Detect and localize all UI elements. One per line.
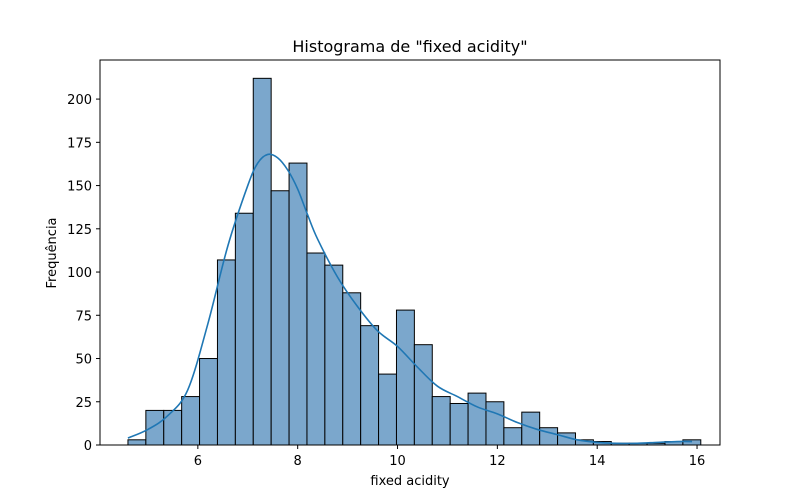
y-tick-label: 200 — [67, 93, 92, 108]
y-axis-ticks: 0 25 50 75 100 125 150 175 200 — [67, 93, 100, 454]
histogram-bar — [127, 439, 147, 446]
x-axis-ticks: 6 8 10 12 14 16 — [194, 445, 706, 469]
x-tick-label: 6 — [194, 454, 202, 469]
histogram-bar — [145, 409, 165, 446]
y-tick-label: 25 — [75, 396, 92, 411]
histogram-bar — [485, 401, 505, 446]
histogram-bar — [216, 259, 236, 446]
histogram-bar — [360, 325, 380, 446]
x-tick-label: 12 — [489, 454, 506, 469]
histogram-bar — [395, 309, 415, 446]
y-axis-title: Frequência — [45, 217, 60, 288]
histogram-bar — [324, 264, 344, 446]
chart-title: Histograma de "fixed acidity" — [292, 37, 527, 56]
y-tick-label: 175 — [67, 136, 92, 151]
x-tick-label: 10 — [389, 454, 406, 469]
y-tick-label: 0 — [84, 439, 92, 454]
histogram-bar — [234, 212, 254, 446]
x-tick-label: 14 — [589, 454, 606, 469]
y-tick-label: 100 — [67, 266, 92, 281]
bars-group — [127, 77, 702, 446]
histogram-bar — [378, 373, 397, 446]
histogram-bar — [449, 402, 469, 446]
y-tick-label: 50 — [75, 353, 92, 368]
y-tick-label: 75 — [75, 309, 92, 324]
x-tick-label: 16 — [689, 454, 706, 469]
histogram-bar — [270, 190, 290, 446]
x-axis-title: fixed acidity — [370, 474, 450, 489]
y-tick-label: 150 — [67, 180, 92, 195]
plot-area-frame — [99, 59, 721, 446]
histogram-bar — [199, 358, 218, 446]
histogram-bar — [413, 344, 433, 446]
histogram-bar — [682, 439, 702, 446]
histogram-bar — [431, 396, 451, 446]
histogram-bar — [503, 427, 523, 446]
histogram-bar — [163, 409, 183, 446]
x-tick-label: 8 — [294, 454, 302, 469]
histogram-bar — [306, 252, 326, 446]
histogram-bar — [467, 392, 487, 446]
y-tick-label: 125 — [67, 223, 92, 238]
kde-curve — [127, 153, 693, 445]
histogram-bar — [181, 396, 201, 446]
histogram-bar — [342, 292, 362, 446]
histogram-bar — [252, 77, 272, 446]
